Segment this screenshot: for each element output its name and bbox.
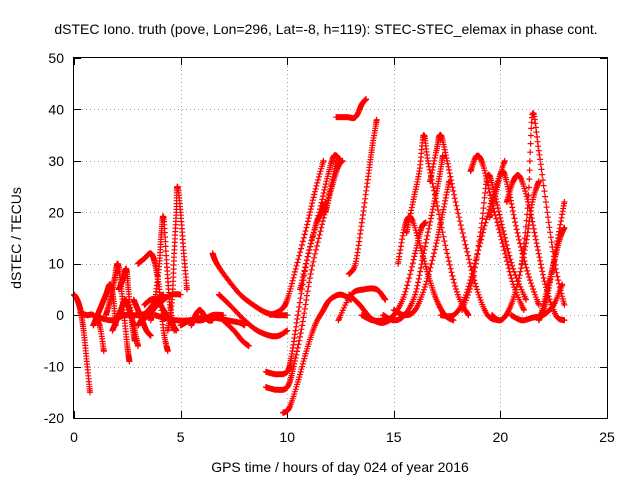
y-tick-label-5: 30 <box>48 153 64 169</box>
y-tick-label-0: -20 <box>44 410 64 426</box>
x-tick-label-1: 5 <box>177 429 185 445</box>
y-tick-label-7: 50 <box>48 50 64 66</box>
chart-title: dSTEC Iono. truth (pove, Lon=296, Lat=-8… <box>54 21 597 37</box>
series-arc-26 <box>322 157 346 216</box>
y-tick-label-3: 10 <box>48 256 64 272</box>
y-tick-label-1: -10 <box>44 359 64 375</box>
series-arc-33 <box>395 213 457 324</box>
series-arc-24 <box>267 157 327 319</box>
series-arc-42 <box>503 172 568 324</box>
series-arc-43 <box>518 110 568 308</box>
x-axis-ticks: 0 5 10 15 20 25 <box>70 58 615 445</box>
plot-frame <box>73 57 608 419</box>
x-tick-label-2: 10 <box>279 429 295 445</box>
y-tick-label-6: 40 <box>48 101 64 117</box>
series-arc-17 <box>177 311 227 329</box>
series-arc-27 <box>333 96 370 122</box>
series-arc-20 <box>220 317 252 349</box>
x-tick-label-0: 0 <box>70 429 78 445</box>
y-axis-label: dSTEC / TECUs <box>8 187 24 289</box>
series-arc-36 <box>427 131 502 324</box>
series-arc-23 <box>279 291 355 416</box>
x-axis-label: GPS time / hours of day 024 of year 2016 <box>211 459 469 475</box>
x-tick-label-3: 15 <box>386 429 402 445</box>
y-axis-ticks: -20 -10 0 10 20 30 40 50 <box>44 50 607 426</box>
series-arc-19 <box>216 291 291 340</box>
y-tick-label-2: 0 <box>56 307 64 323</box>
series-arc-18 <box>209 250 291 319</box>
x-tick-label-5: 25 <box>599 429 615 445</box>
series-arc-21 <box>262 199 329 378</box>
series-arc-01 <box>71 291 93 396</box>
series-arc-25 <box>297 152 344 293</box>
plot-points <box>71 96 568 416</box>
x-tick-label-4: 20 <box>493 429 509 445</box>
y-tick-label-4: 20 <box>48 204 64 220</box>
series-arc-46 <box>537 224 568 319</box>
series-arc-14 <box>164 183 190 334</box>
series-arc-28 <box>346 116 380 277</box>
